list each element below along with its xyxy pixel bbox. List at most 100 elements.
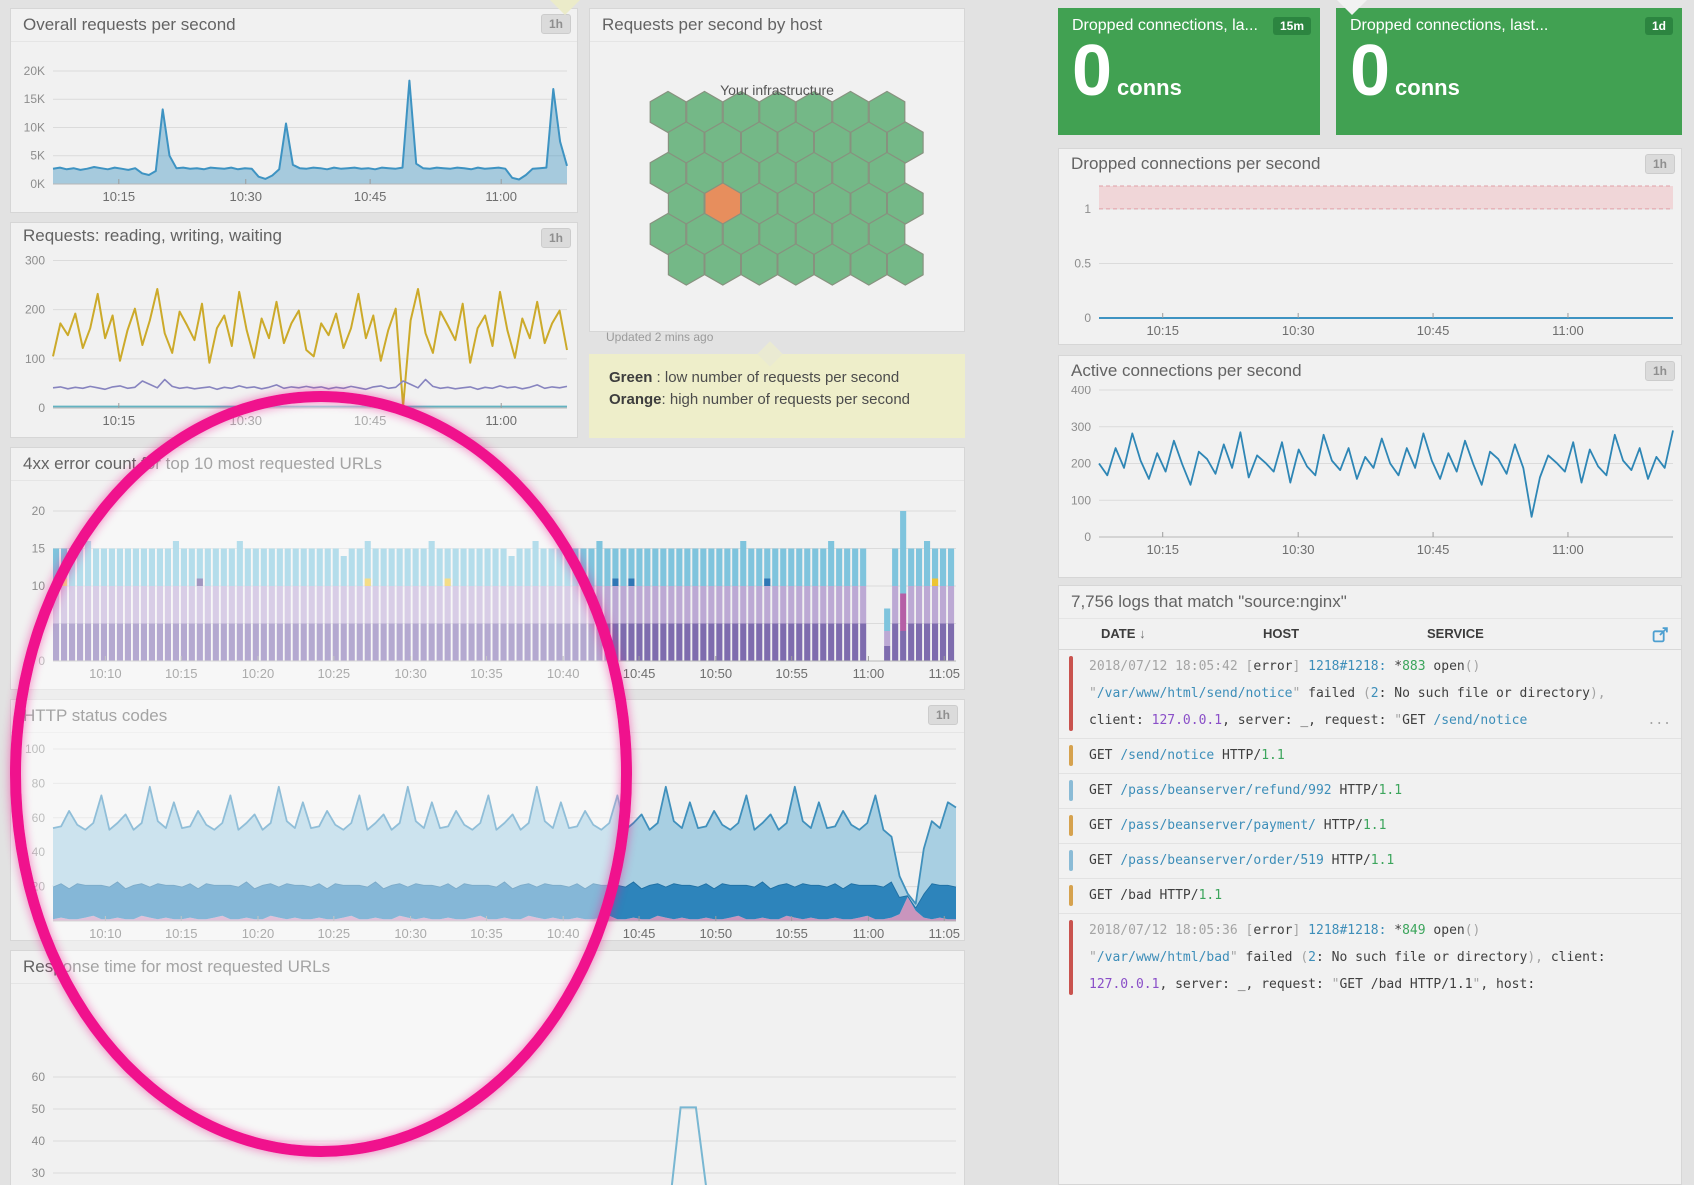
svg-text:60: 60 <box>32 811 46 825</box>
active-connections-chart[interactable]: 0 100 200 300 400 10:15 10:30 10:45 11:00 <box>1059 386 1681 577</box>
svg-text:10:30: 10:30 <box>394 926 427 941</box>
svg-text:15K: 15K <box>24 92 45 106</box>
panel-dropped-connections-15m: Dropped connections, la... 15m 0 conns <box>1058 8 1320 135</box>
svg-text:10:30: 10:30 <box>229 413 262 428</box>
svg-text:10:45: 10:45 <box>1417 323 1450 338</box>
svg-text:40: 40 <box>32 1134 46 1148</box>
svg-text:100: 100 <box>25 742 45 756</box>
svg-text:5K: 5K <box>30 149 45 163</box>
note-lines: Green : low number of requests per secon… <box>609 367 945 411</box>
log-message-line: GET /pass/beanserver/order/519 HTTP/1.1 <box>1089 853 1395 868</box>
log-severity-bar <box>1069 745 1073 766</box>
svg-text:1: 1 <box>1084 202 1091 216</box>
log-row[interactable]: Jul 12 11:05:42.000|fse-ldmx-f7-18|fse-a… <box>1059 843 1681 878</box>
svg-text:10:15: 10:15 <box>165 926 198 941</box>
svg-text:10:30: 10:30 <box>1282 323 1315 338</box>
svg-text:400: 400 <box>1071 386 1091 397</box>
legend-note-line: Green : low number of requests per secon… <box>609 369 900 386</box>
svg-text:10:35: 10:35 <box>470 926 503 941</box>
log-severity-bar <box>1069 815 1073 836</box>
svg-text:10:10: 10:10 <box>89 666 122 681</box>
external-link-icon[interactable] <box>1652 626 1669 643</box>
http-status-codes-chart[interactable]: 0 20 40 60 80 100 10:10 10:15 10:20 10:25 10:30 10:… <box>11 733 964 941</box>
svg-text:10:55: 10:55 <box>775 666 808 681</box>
log-message-line: 2018/07/12 18:05:36 [error] 1218#1218: *… <box>1089 923 1481 938</box>
4xx-errors-chart[interactable]: 0 5 10 15 20 10:10 10:15 10:20 10:25 10:30 10:35 10… <box>11 481 964 690</box>
panel-dropped-rate: Dropped connections per second 1h 0 0.5 1 1… <box>1058 148 1682 345</box>
panel-4xx-errors: 4xx error count for top 10 most requeste… <box>10 447 965 690</box>
svg-text:300: 300 <box>25 253 45 267</box>
panel-title: 4xx error count for top 10 most requeste… <box>11 448 964 481</box>
dropped-rate-chart[interactable]: 0 0.5 1 10:15 10:30 10:45 11:00 <box>1059 179 1681 344</box>
response-time-chart[interactable]: 30 40 50 60 <box>11 984 964 1185</box>
log-message-line: "/var/www/html/send/notice" failed (2: N… <box>1089 686 1606 701</box>
svg-text:100: 100 <box>25 352 45 366</box>
timeframe-badge: 1h <box>1644 361 1675 381</box>
panel-title: Dropped connections, la... <box>1072 17 1258 34</box>
log-message-line: "/var/www/html/bad" failed (2: No such f… <box>1089 950 1606 965</box>
timeframe-badge: 1h <box>540 228 571 248</box>
requests-rww-chart[interactable]: 0 100 200 300 10:15 10:30 10:45 11:00 <box>11 249 577 437</box>
svg-text:20: 20 <box>32 504 46 518</box>
svg-text:10:20: 10:20 <box>242 666 275 681</box>
column-header-date[interactable]: DATE ↓ <box>1101 626 1146 641</box>
svg-text:10:15: 10:15 <box>1146 542 1179 557</box>
svg-text:0: 0 <box>1084 530 1091 544</box>
svg-text:10:10: 10:10 <box>89 926 122 941</box>
log-row[interactable]: Jul 12 11:05:42.000|fse-ldmx-f7-18|fse-a… <box>1059 650 1681 738</box>
svg-text:10:50: 10:50 <box>700 926 733 941</box>
truncation-ellipsis: ... <box>1647 713 1671 728</box>
svg-text:11:00: 11:00 <box>485 189 517 204</box>
host-hexmap[interactable] <box>590 42 964 331</box>
svg-text:0: 0 <box>38 914 45 928</box>
column-header-service[interactable]: SERVICE <box>1427 626 1484 641</box>
sort-arrow-icon: ↓ <box>1139 626 1146 641</box>
timeframe-badge: 1h <box>1644 154 1675 174</box>
svg-text:10:45: 10:45 <box>354 189 387 204</box>
svg-text:60: 60 <box>32 1070 46 1084</box>
panel-title: Requests: reading, writing, waiting <box>23 226 282 245</box>
log-row[interactable]: Jul 12 11:05:42.000|fse-ldmx-f7-18|fse-a… <box>1059 808 1681 843</box>
metric-unit: conns <box>1117 75 1182 100</box>
svg-text:80: 80 <box>32 776 46 790</box>
log-row[interactable]: Jul 12 11:05:41.000|fse-ldmx-f7-18|fse-a… <box>1059 878 1681 913</box>
hexmap-updated-label: Updated 2 mins ago <box>606 330 714 344</box>
log-row[interactable]: Jul 12 11:05:42.000|fse-ldmx-f7-18|fse-a… <box>1059 773 1681 808</box>
svg-text:0: 0 <box>1084 311 1091 325</box>
overall-rps-chart[interactable]: 0K 5K 10K 15K 20K 10:15 10:30 10:45 11:00 <box>11 42 577 213</box>
svg-text:10:15: 10:15 <box>103 189 136 204</box>
log-list: Jul 12 11:05:42.000|fse-ldmx-f7-18|fse-a… <box>1059 650 1681 1002</box>
log-row[interactable]: Jul 12 11:05:42.000|fse-ldmx-f7-18|fse-a… <box>1059 738 1681 773</box>
timeframe-badge: 1d <box>1644 17 1673 35</box>
svg-text:200: 200 <box>1071 457 1091 471</box>
panel-http-status-codes: HTTP status codes 1h 0 20 40 60 80 100 10:10 10… <box>10 699 965 941</box>
svg-text:50: 50 <box>32 1102 46 1116</box>
hexmap-subtitle: Your infrastructure <box>720 82 834 98</box>
svg-text:11:00: 11:00 <box>485 413 517 428</box>
log-table-header: DATE ↓ HOST SERVICE <box>1059 619 1681 650</box>
svg-text:11:05: 11:05 <box>928 926 960 941</box>
timeframe-badge: 1h <box>927 705 958 725</box>
panel-rps-by-host: Requests per second by host Your infrast… <box>589 8 965 344</box>
svg-text:100: 100 <box>1071 493 1091 507</box>
svg-text:11:00: 11:00 <box>1552 542 1584 557</box>
metric-value: 0 <box>1350 31 1390 111</box>
svg-text:0: 0 <box>38 401 45 415</box>
svg-text:10:50: 10:50 <box>700 666 733 681</box>
column-header-host[interactable]: HOST <box>1263 626 1300 641</box>
svg-text:10:15: 10:15 <box>1146 323 1179 338</box>
panel-requests-rww: Requests: reading, writing, waiting 1h 0… <box>10 222 578 438</box>
svg-text:30: 30 <box>32 1166 46 1180</box>
svg-text:10:25: 10:25 <box>318 666 351 681</box>
svg-text:11:00: 11:00 <box>853 666 885 681</box>
svg-text:5: 5 <box>38 617 45 631</box>
panel-title: HTTP status codes <box>11 700 964 733</box>
svg-text:10:45: 10:45 <box>354 413 387 428</box>
log-row[interactable]: Jul 12 11:05:36.000|fse-ldmx-f7-18|fse-a… <box>1059 913 1681 1002</box>
panel-title: Dropped connections, last... <box>1350 17 1549 34</box>
log-message-line: GET /pass/beanserver/refund/992 HTTP/1.1 <box>1089 783 1403 798</box>
log-severity-bar <box>1069 885 1073 906</box>
log-message-line: GET /bad HTTP/1.1 <box>1089 888 1223 903</box>
svg-text:10:55: 10:55 <box>775 926 808 941</box>
